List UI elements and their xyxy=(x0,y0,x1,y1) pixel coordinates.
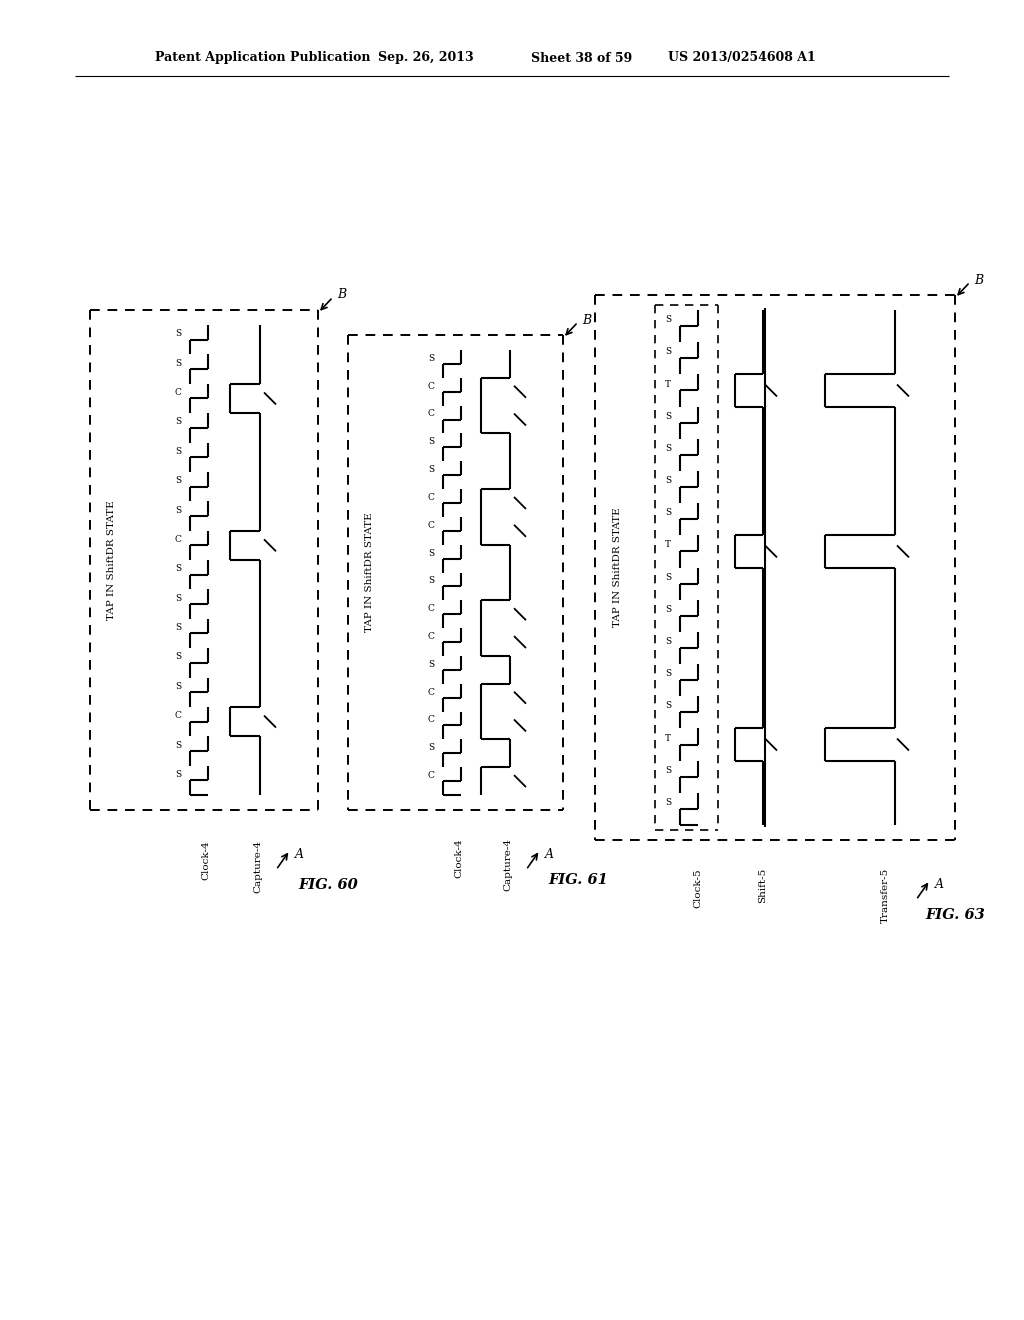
Text: TAP IN ShiftDR STATE: TAP IN ShiftDR STATE xyxy=(612,507,622,627)
Text: C: C xyxy=(428,520,434,529)
Text: S: S xyxy=(428,437,434,446)
Text: B: B xyxy=(974,273,983,286)
Text: FIG. 63: FIG. 63 xyxy=(925,908,985,921)
Text: S: S xyxy=(665,315,671,325)
Text: FIG. 60: FIG. 60 xyxy=(298,878,357,892)
Text: FIG. 61: FIG. 61 xyxy=(548,873,608,887)
Text: S: S xyxy=(428,743,434,752)
Text: T: T xyxy=(665,734,671,743)
Text: T: T xyxy=(665,540,671,549)
Text: S: S xyxy=(175,417,181,426)
Text: S: S xyxy=(175,329,181,338)
Text: S: S xyxy=(665,766,671,775)
Text: Patent Application Publication: Patent Application Publication xyxy=(155,51,371,65)
Text: B: B xyxy=(337,289,346,301)
Text: C: C xyxy=(428,688,434,697)
Text: T: T xyxy=(665,380,671,388)
Text: S: S xyxy=(665,669,671,678)
Text: Clock-5: Clock-5 xyxy=(693,869,702,908)
Text: C: C xyxy=(428,632,434,642)
Text: Sheet 38 of 59: Sheet 38 of 59 xyxy=(531,51,632,65)
Text: C: C xyxy=(174,535,181,544)
Text: S: S xyxy=(175,623,181,632)
Text: S: S xyxy=(175,770,181,779)
Text: C: C xyxy=(428,492,434,502)
Text: S: S xyxy=(665,412,671,421)
Text: S: S xyxy=(175,594,181,603)
Text: Clock-4: Clock-4 xyxy=(202,840,211,879)
Text: Transfer-5: Transfer-5 xyxy=(881,869,890,923)
Text: C: C xyxy=(174,711,181,721)
Text: S: S xyxy=(428,465,434,474)
Text: S: S xyxy=(428,660,434,669)
Text: B: B xyxy=(582,314,591,326)
Text: A: A xyxy=(545,849,554,862)
Text: Capture-4: Capture-4 xyxy=(504,838,512,891)
Text: S: S xyxy=(665,701,671,710)
Text: TAP IN ShiftDR STATE: TAP IN ShiftDR STATE xyxy=(108,500,117,620)
Text: A: A xyxy=(295,849,304,862)
Text: S: S xyxy=(175,565,181,573)
Text: S: S xyxy=(175,446,181,455)
Text: S: S xyxy=(665,573,671,582)
Text: S: S xyxy=(175,652,181,661)
Text: Sep. 26, 2013: Sep. 26, 2013 xyxy=(378,51,474,65)
Text: S: S xyxy=(175,506,181,515)
Text: S: S xyxy=(665,638,671,645)
Text: A: A xyxy=(935,879,944,891)
Text: C: C xyxy=(428,771,434,780)
Text: S: S xyxy=(428,549,434,557)
Text: C: C xyxy=(428,715,434,725)
Text: Clock-4: Clock-4 xyxy=(455,838,464,878)
Text: S: S xyxy=(175,359,181,368)
Text: Shift-5: Shift-5 xyxy=(759,869,768,903)
Text: S: S xyxy=(428,577,434,585)
Text: US 2013/0254608 A1: US 2013/0254608 A1 xyxy=(668,51,816,65)
Text: S: S xyxy=(175,477,181,486)
Text: S: S xyxy=(175,682,181,690)
Text: S: S xyxy=(175,741,181,750)
Text: S: S xyxy=(665,347,671,356)
Text: S: S xyxy=(428,354,434,363)
Text: S: S xyxy=(665,799,671,807)
Text: S: S xyxy=(665,477,671,484)
Text: C: C xyxy=(428,409,434,418)
Text: S: S xyxy=(665,605,671,614)
Text: TAP IN ShiftDR STATE: TAP IN ShiftDR STATE xyxy=(366,512,375,632)
Text: C: C xyxy=(428,605,434,614)
Text: S: S xyxy=(665,444,671,453)
Text: C: C xyxy=(428,381,434,391)
Text: Capture-4: Capture-4 xyxy=(254,840,262,894)
Text: S: S xyxy=(665,508,671,517)
Text: C: C xyxy=(174,388,181,397)
